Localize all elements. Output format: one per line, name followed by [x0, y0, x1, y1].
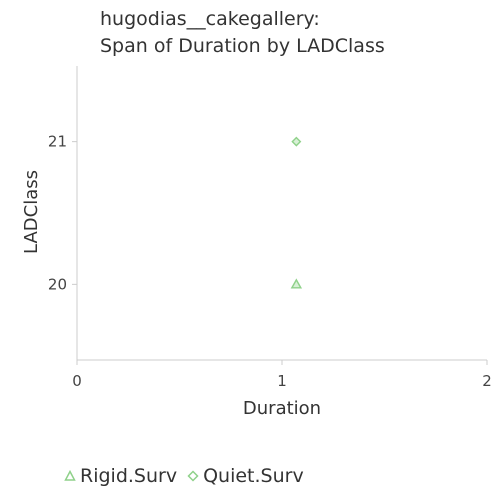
x-ticks: 0 1 2	[72, 360, 492, 390]
data-marks	[292, 138, 301, 288]
legend-label-rigid-surv: Rigid.Surv	[80, 465, 177, 487]
x-tick-label: 2	[482, 372, 492, 390]
diamond-marker-icon	[187, 470, 199, 482]
triangle-marker-icon	[64, 470, 76, 482]
legend-item-quiet-surv: Quiet.Surv	[187, 465, 304, 487]
x-axis-title: Duration	[243, 398, 321, 419]
data-point-quiet-surv	[292, 138, 300, 146]
x-tick-label: 1	[277, 372, 287, 390]
data-point-rigid-surv	[292, 280, 301, 288]
legend-label-quiet-surv: Quiet.Surv	[203, 465, 304, 487]
legend: Rigid.Surv Quiet.Surv	[64, 465, 314, 487]
x-tick-label: 0	[72, 372, 82, 390]
y-tick-label: 21	[48, 133, 67, 151]
y-axis-title: LADClass	[21, 170, 42, 254]
legend-item-rigid-surv: Rigid.Surv	[64, 465, 177, 487]
y-tick-label: 20	[48, 275, 67, 293]
